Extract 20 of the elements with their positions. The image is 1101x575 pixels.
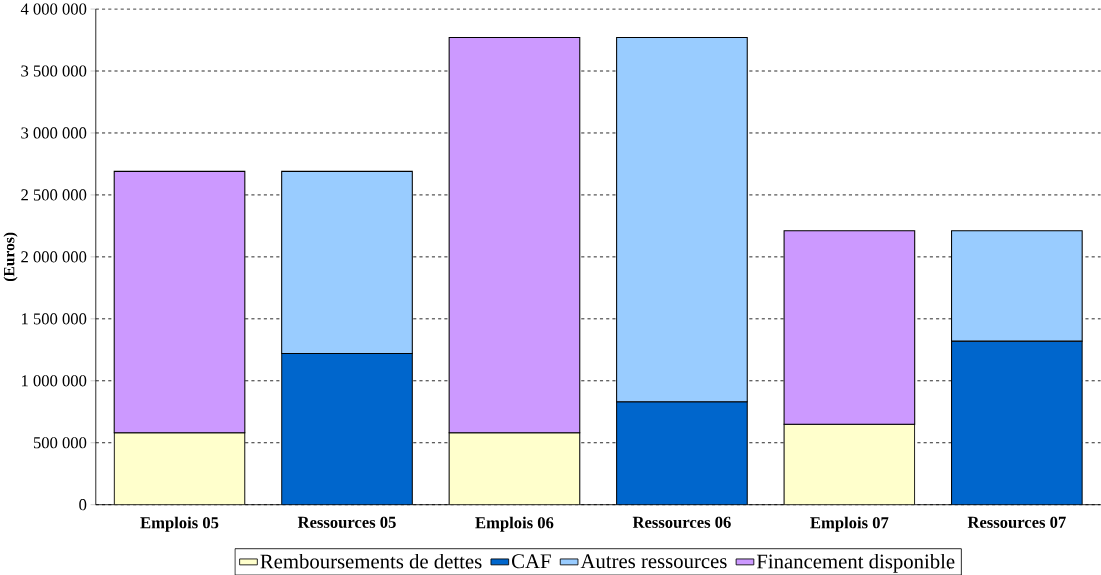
x-tick-label: Ressources 07 xyxy=(967,516,1066,528)
y-tick-label: 0 xyxy=(79,498,87,511)
x-tick-label: Emplois 06 xyxy=(475,516,554,532)
legend-label: Financement disponible xyxy=(756,553,955,573)
x-tick-label: Ressources 05 xyxy=(297,516,396,528)
y-tick-label: 1 000 000 xyxy=(21,374,87,387)
y-tick-label: 3 000 000 xyxy=(21,127,87,139)
legend-label: Remboursements de dettes xyxy=(260,553,482,569)
y-tick-label: 1 500 000 xyxy=(21,313,87,325)
x-tick-label: Ressources 06 xyxy=(632,516,731,528)
x-tick-label: Emplois 05 xyxy=(140,516,219,532)
y-tick-label: 2 000 000 xyxy=(21,251,87,263)
y-tick-label: 3 500 000 xyxy=(21,65,87,77)
x-tick-label: Emplois 07 xyxy=(810,516,889,532)
y-axis-title: (Euros) xyxy=(3,232,18,281)
y-tick-label: 500 000 xyxy=(33,436,87,449)
legend-label: CAF xyxy=(512,554,551,568)
legend-label: Autres ressources xyxy=(580,554,727,568)
y-tick-label: 4 000 000 xyxy=(20,3,87,15)
y-tick-label: 2 500 000 xyxy=(21,189,87,201)
